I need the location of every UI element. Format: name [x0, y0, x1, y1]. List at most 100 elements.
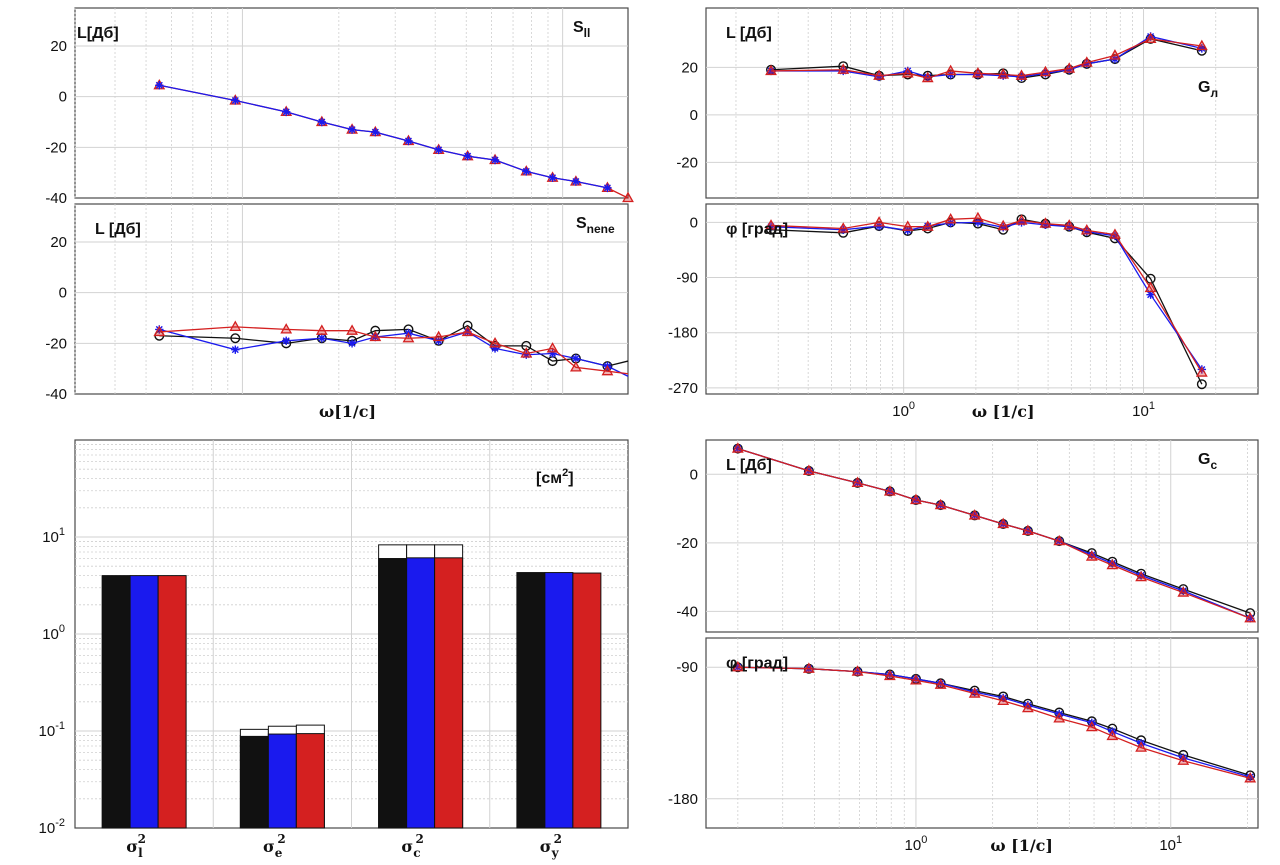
- data-point-red: [489, 337, 501, 348]
- data-point-blue: [1041, 69, 1050, 78]
- data-point-blue: [1023, 701, 1033, 710]
- y-tick-label: 0: [690, 466, 698, 483]
- x-tick-label: 100: [892, 400, 915, 420]
- unit-label-exp: 2: [562, 467, 568, 479]
- data-point-red: [802, 464, 815, 476]
- x-tick-label: 100: [905, 834, 928, 854]
- data-point-red: [1063, 219, 1076, 230]
- data-point-blue: [347, 125, 357, 134]
- data-point-blue: [1245, 772, 1255, 782]
- data-point-red: [461, 325, 474, 337]
- data-point-blue: [371, 127, 380, 137]
- data-point-red: [622, 191, 634, 203]
- data-point-red: [934, 678, 947, 689]
- data-point-blue: [839, 66, 848, 76]
- bar-blue: [406, 557, 436, 829]
- y-tick-label: 20: [681, 59, 698, 76]
- data-point-red: [921, 71, 934, 83]
- category-sup: 2: [277, 832, 285, 846]
- y-axis-label: φ [град]: [726, 655, 788, 672]
- plot-frame: [74, 7, 629, 199]
- plot-title: Gл: [1198, 79, 1218, 100]
- data-point-red: [873, 216, 886, 227]
- data-point-blue: [874, 72, 884, 82]
- data-point-red: [1085, 550, 1098, 561]
- unit-label: [см2]: [536, 467, 574, 487]
- y-tick-label: 101: [42, 526, 65, 546]
- plot-frame: [74, 203, 629, 395]
- data-point-blue: [282, 336, 291, 345]
- data-point-red: [1135, 570, 1148, 582]
- bar-blue: [129, 575, 159, 829]
- data-point-red: [731, 442, 744, 453]
- data-point-red: [731, 660, 744, 672]
- category-sup: 2: [554, 832, 562, 846]
- x-tick-base: 10: [1132, 403, 1149, 420]
- plot-title: Snene: [576, 215, 615, 236]
- data-point-red: [153, 325, 166, 337]
- x-tick-exp: 0: [921, 834, 927, 846]
- x-tick-base: 10: [1159, 837, 1176, 854]
- series-line-red: [770, 217, 1203, 373]
- y-tick-label: -180: [668, 791, 698, 808]
- bar-black: [101, 575, 131, 829]
- data-point-red: [1144, 281, 1157, 293]
- data-point-red: [432, 330, 445, 342]
- category-sub: l: [138, 846, 143, 860]
- plot-title-sub: nene: [587, 222, 615, 236]
- data-point-blue: [1087, 550, 1097, 560]
- data-point-red: [901, 66, 914, 78]
- data-point-blue: [998, 71, 1008, 80]
- y-tick-label: 10-1: [39, 720, 65, 740]
- plot-title-main: G: [1198, 451, 1210, 468]
- data-point-red: [972, 211, 984, 223]
- series-line-red: [771, 38, 1202, 79]
- y-tick-label: -20: [45, 139, 67, 156]
- y-tick-label: 10-2: [39, 817, 65, 837]
- data-point-red: [1195, 39, 1208, 51]
- data-point-red: [910, 674, 922, 685]
- data-point-red: [968, 687, 981, 698]
- data-point-blue: [522, 350, 531, 359]
- data-point-blue: [1179, 586, 1188, 596]
- data-point-blue: [1108, 559, 1117, 568]
- data-point-red: [1080, 56, 1093, 67]
- data-point-red: [837, 222, 850, 233]
- data-point-red: [1080, 224, 1093, 235]
- data-point-blue: [1082, 227, 1091, 236]
- plot-title-sub: ll: [584, 26, 591, 40]
- data-point-red: [569, 361, 582, 372]
- y-tick-label: -40: [45, 190, 67, 207]
- data-point-red: [765, 64, 777, 76]
- data-point-blue: [347, 339, 357, 348]
- y-tick-base: 10: [39, 820, 56, 837]
- y-tick-label: -180: [668, 325, 698, 342]
- data-point-blue: [1136, 571, 1146, 580]
- unit-label-main: [см: [536, 470, 562, 487]
- y-tick-base: 10: [42, 529, 59, 546]
- data-point-red: [520, 347, 533, 358]
- data-point-blue: [548, 173, 557, 182]
- bar-black: [516, 572, 546, 829]
- plot-p2: -40 -20 0 20 L [Дб] Snene ω[1/c]: [45, 203, 629, 421]
- x-tick-base: 10: [892, 403, 909, 420]
- y-tick-label: 100: [42, 623, 65, 643]
- data-point-red: [997, 219, 1010, 231]
- y-tick-label: 0: [59, 89, 67, 106]
- data-point-red: [1109, 228, 1121, 239]
- y-tick-label: -20: [676, 535, 698, 552]
- plot-title: Gc: [1198, 451, 1217, 472]
- plot-frame: [705, 7, 1259, 199]
- y-tick-label: -270: [668, 380, 698, 397]
- x-tick-exp: 1: [1149, 400, 1155, 412]
- data-point-blue: [282, 107, 291, 117]
- y-axis-label: φ [град]: [726, 221, 788, 238]
- data-point-blue: [490, 155, 500, 165]
- data-point-blue: [1041, 220, 1050, 230]
- data-point-blue: [973, 218, 983, 227]
- data-point-blue: [490, 344, 500, 353]
- data-point-blue: [1065, 222, 1074, 231]
- data-point-blue: [885, 670, 895, 679]
